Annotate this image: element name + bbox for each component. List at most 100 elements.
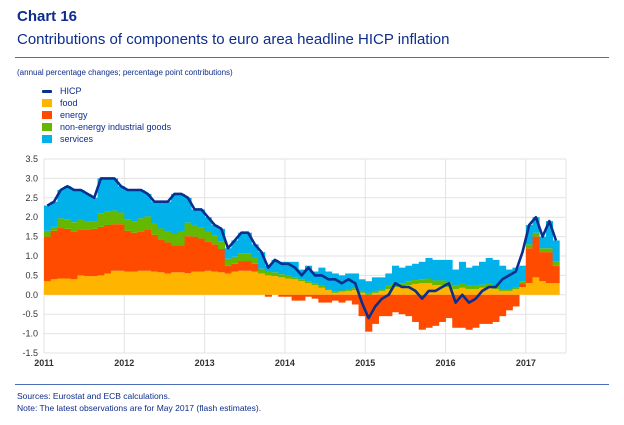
bar-non-energy-industrial-goods xyxy=(345,288,353,291)
bar-energy xyxy=(244,261,252,271)
bar-services xyxy=(345,273,353,289)
bar-food xyxy=(438,285,446,295)
bar-food xyxy=(131,271,139,295)
bar-non-energy-industrial-goods xyxy=(392,283,400,288)
bar-energy xyxy=(505,294,513,311)
bar-energy xyxy=(338,294,346,303)
legend-item-food: food xyxy=(42,97,171,109)
bar-energy xyxy=(345,294,353,301)
bar-energy xyxy=(284,294,293,297)
bar-non-energy-industrial-goods xyxy=(371,290,380,293)
y-tick-label: 3.0 xyxy=(25,173,38,183)
bar-food xyxy=(311,285,319,295)
bar-energy xyxy=(204,241,212,271)
bar-non-energy-industrial-goods xyxy=(385,285,393,289)
bar-non-energy-industrial-goods xyxy=(144,216,152,231)
bar-services xyxy=(211,224,219,236)
bar-non-energy-industrial-goods xyxy=(90,221,98,229)
bar-food xyxy=(77,275,85,295)
bar-services xyxy=(392,265,400,284)
bar-non-energy-industrial-goods xyxy=(57,218,65,229)
bar-energy xyxy=(218,249,226,273)
bar-food xyxy=(505,290,513,295)
bar-food xyxy=(385,288,393,295)
bar-food xyxy=(110,270,119,295)
bar-food xyxy=(338,291,346,295)
bar-non-energy-industrial-goods xyxy=(472,285,480,289)
y-tick-label: -1.5 xyxy=(22,348,38,358)
bar-food xyxy=(204,270,212,295)
bar-non-energy-industrial-goods xyxy=(284,275,293,279)
bar-non-energy-industrial-goods xyxy=(298,279,306,282)
bar-food xyxy=(284,278,293,295)
x-tick-label: 2013 xyxy=(195,358,215,368)
bar-non-energy-industrial-goods xyxy=(532,232,540,237)
bar-services xyxy=(117,186,125,213)
bar-energy xyxy=(432,294,440,326)
chart-number: Chart 16 xyxy=(17,8,78,25)
bar-services xyxy=(305,265,313,282)
bar-energy xyxy=(472,294,480,328)
legend-label: food xyxy=(60,98,78,108)
bar-services xyxy=(44,205,52,231)
bar-non-energy-industrial-goods xyxy=(131,221,139,233)
bar-non-energy-industrial-goods xyxy=(405,281,413,286)
bar-food xyxy=(104,273,112,295)
bar-energy xyxy=(552,265,560,284)
bar-services xyxy=(539,236,547,249)
bar-services xyxy=(405,265,413,282)
bar-energy xyxy=(157,239,165,273)
bar-energy xyxy=(479,294,487,324)
bar-food xyxy=(291,279,299,295)
bar-services xyxy=(64,186,72,220)
y-tick-label: 1.0 xyxy=(25,251,38,261)
bar-non-energy-industrial-goods xyxy=(44,230,52,237)
y-tick-label: 2.5 xyxy=(25,193,38,203)
bar-energy xyxy=(184,236,192,274)
bar-energy xyxy=(492,294,500,322)
bar-food xyxy=(231,271,239,295)
bar-non-energy-industrial-goods xyxy=(271,272,279,277)
bar-energy xyxy=(499,294,507,317)
bar-non-energy-industrial-goods xyxy=(64,219,72,229)
bar-services xyxy=(184,197,192,223)
bar-energy xyxy=(318,294,326,303)
y-tick-label: -0.5 xyxy=(22,309,38,319)
bar-energy xyxy=(365,294,373,332)
bar-energy xyxy=(371,294,380,324)
bar-food xyxy=(144,270,152,295)
bar-energy xyxy=(177,245,185,273)
bar-energy xyxy=(418,294,426,330)
bar-non-energy-industrial-goods xyxy=(479,284,487,288)
bar-non-energy-industrial-goods xyxy=(84,221,92,230)
bar-food xyxy=(378,290,386,295)
bar-energy xyxy=(291,294,299,301)
bar-services xyxy=(378,277,386,289)
bar-food xyxy=(171,272,179,295)
bar-food xyxy=(412,283,420,295)
bar-food xyxy=(305,283,313,295)
bar-non-energy-industrial-goods xyxy=(244,253,252,262)
bar-food xyxy=(137,270,145,295)
bar-non-energy-industrial-goods xyxy=(264,271,272,276)
legend-label: energy xyxy=(60,110,88,120)
bar-food xyxy=(485,287,493,295)
x-tick-label: 2012 xyxy=(114,358,134,368)
y-tick-label: 3.5 xyxy=(25,154,38,164)
bar-energy xyxy=(124,230,132,272)
bar-energy xyxy=(70,231,78,280)
bar-food xyxy=(151,271,159,295)
bar-non-energy-industrial-goods xyxy=(171,233,179,246)
bar-energy xyxy=(298,294,306,301)
bar-energy xyxy=(64,228,72,279)
bar-services xyxy=(492,259,500,286)
bar-non-energy-industrial-goods xyxy=(519,281,527,284)
bar-services xyxy=(418,261,426,280)
bar-food xyxy=(298,281,306,295)
bar-food xyxy=(418,283,426,295)
bar-energy xyxy=(90,228,98,277)
bar-food xyxy=(472,288,480,295)
bar-food xyxy=(211,271,219,295)
bar-non-energy-industrial-goods xyxy=(211,235,219,245)
bar-non-energy-industrial-goods xyxy=(238,253,246,262)
